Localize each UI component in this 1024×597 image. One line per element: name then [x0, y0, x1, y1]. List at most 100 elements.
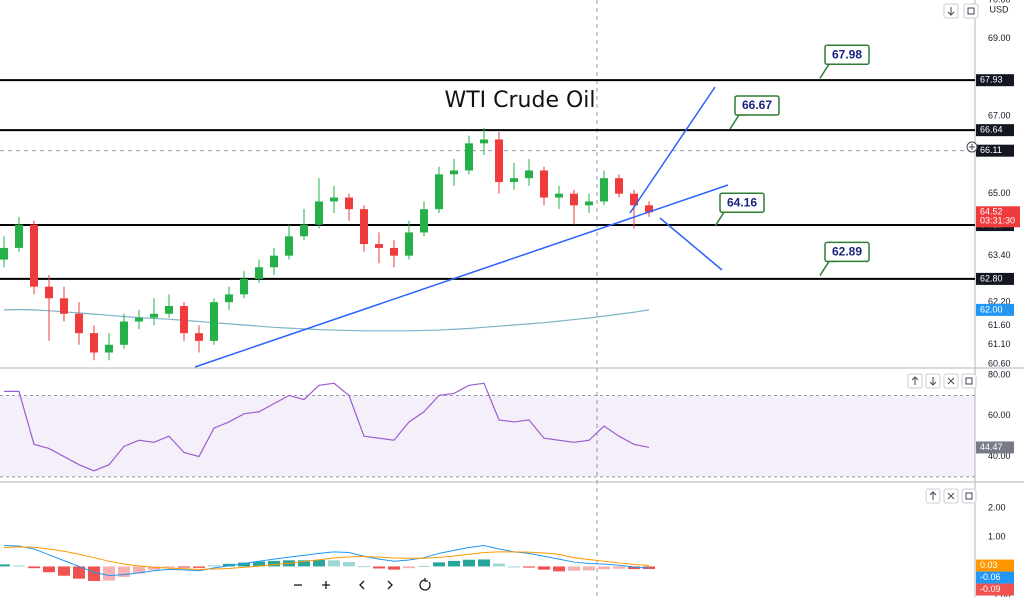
histogram-bar — [598, 566, 610, 570]
candle-body — [480, 139, 488, 144]
histogram-bar — [88, 566, 100, 581]
crosshair-add-icon[interactable] — [966, 141, 978, 153]
histogram-bar — [313, 560, 325, 567]
y-tick-label: 60.60 — [988, 359, 1011, 369]
callout-pointer — [819, 260, 837, 276]
histogram-bar — [328, 560, 340, 567]
y-tick-label: 65.00 — [988, 188, 1011, 198]
trend-line — [629, 86, 716, 214]
last-price: 64.52 — [980, 207, 1003, 217]
macd-value-label-box — [976, 559, 1014, 572]
candle-body — [285, 236, 293, 256]
callout-label: 67.98 — [832, 47, 862, 61]
candle-body — [105, 344, 113, 353]
candle-body — [90, 333, 98, 353]
ma-price-label-box — [976, 303, 1014, 316]
candle-body — [165, 306, 173, 314]
callout-box — [719, 192, 765, 213]
macd-value-label: 0.03 — [980, 560, 998, 570]
y-tick-label: 61.60 — [988, 320, 1011, 330]
macd-line — [3, 546, 650, 570]
y-tick-label: 70.00 — [988, 0, 1011, 4]
histogram-bar — [43, 566, 55, 573]
candle-body — [465, 143, 473, 171]
histogram-bar — [0, 564, 10, 567]
histogram-bar — [463, 559, 475, 567]
histogram-bar — [433, 562, 445, 567]
ma-price-label: 62.00 — [980, 304, 1003, 314]
candle-body — [585, 201, 593, 206]
callout-pointer — [729, 114, 747, 130]
chart-title: WTI Crude Oil — [444, 88, 595, 113]
callout-box — [734, 95, 780, 116]
callout-label: 62.89 — [832, 245, 862, 259]
y-tick-label: 1.00 — [988, 532, 1006, 542]
y-tick-label: 40.00 — [988, 451, 1011, 461]
histogram-bar — [223, 563, 235, 567]
y-tick-label: 69.00 — [988, 33, 1011, 43]
candle-body — [405, 232, 413, 256]
candle-body — [255, 267, 263, 279]
rsi-value-label: 44.47 — [980, 442, 1003, 452]
macd-value-label-box — [976, 571, 1014, 584]
macd-value-label-box — [976, 583, 1014, 596]
candle-body — [180, 306, 188, 334]
candle-body — [150, 313, 158, 318]
rsi-line — [4, 382, 650, 472]
histogram-bar — [628, 566, 640, 570]
callout-box — [824, 44, 870, 65]
candle-body — [630, 193, 638, 206]
histogram-bar — [538, 566, 550, 570]
rsi-value-label-box — [976, 441, 1014, 454]
level-label-box — [976, 74, 1014, 87]
histogram-bar — [403, 566, 415, 569]
histogram-bar — [343, 562, 355, 567]
histogram-bar — [148, 566, 160, 570]
histogram-bar — [583, 566, 595, 571]
candle-body — [120, 321, 128, 345]
histogram-bar — [448, 560, 460, 567]
histogram-bar — [418, 565, 430, 567]
candle-body — [375, 244, 383, 248]
countdown: 03:31:30 — [980, 216, 1015, 226]
histogram-bar — [508, 566, 520, 568]
y-tick-label: 63.40 — [988, 250, 1011, 260]
candle-body — [330, 197, 338, 202]
pane-button-icons — [911, 7, 975, 500]
candle-body — [540, 170, 548, 198]
histogram-bar — [73, 566, 85, 579]
histogram-bar — [478, 559, 490, 567]
histogram-bar — [103, 566, 115, 581]
candle-body — [450, 170, 458, 175]
y-tick-label: 60.00 — [988, 410, 1011, 420]
currency-label: USD — [989, 4, 1009, 14]
histogram-bar — [493, 563, 505, 567]
level-label: 66.64 — [980, 125, 1003, 135]
trend-line — [194, 184, 729, 368]
crosshair-price-label-box — [976, 144, 1014, 157]
last-price-box — [976, 206, 1020, 228]
macd-value-label: -0.09 — [980, 584, 1001, 594]
candle-body — [645, 205, 653, 213]
candle-body — [45, 286, 53, 299]
price-pane: 70.00 69.00 67.00 65.00 63.40 62.20 61.60 61.10… — [0, 0, 1020, 369]
histogram-bar — [13, 565, 25, 567]
y-tick-label: 67.00 — [988, 111, 1011, 121]
candle-body — [600, 178, 608, 202]
histogram-bar — [193, 566, 205, 568]
y-tick-label: 80.00 — [988, 370, 1011, 380]
candle-body — [510, 178, 518, 183]
candle-body — [60, 298, 68, 314]
callout-pointer — [819, 63, 837, 79]
candle-body — [30, 224, 38, 287]
histogram-bar — [208, 565, 220, 567]
candle-body — [15, 224, 23, 248]
y-tick-label: 61.10 — [988, 339, 1011, 349]
histogram-bar — [28, 566, 40, 569]
zoom-toolbar[interactable] — [285, 573, 440, 597]
level-label-box — [976, 124, 1014, 137]
macd-value-label: -0.06 — [980, 572, 1001, 582]
candle-body — [570, 193, 578, 206]
candle-body — [420, 209, 428, 233]
